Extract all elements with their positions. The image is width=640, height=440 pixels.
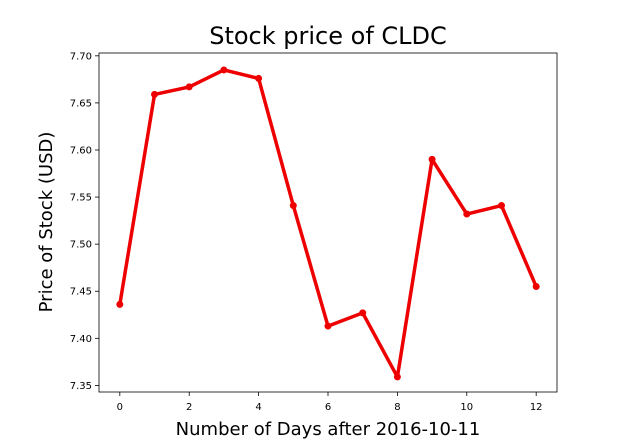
x-tick-label: 4 bbox=[255, 402, 261, 413]
data-point bbox=[289, 202, 297, 210]
x-tick-label: 8 bbox=[394, 402, 400, 413]
axes-frame bbox=[98, 52, 558, 393]
x-tick-label: 2 bbox=[186, 402, 192, 413]
y-tick-label: 7.40 bbox=[70, 334, 92, 345]
data-point bbox=[532, 283, 540, 291]
series-layer bbox=[116, 66, 540, 381]
plot-area bbox=[98, 52, 558, 393]
data-point bbox=[220, 66, 228, 74]
y-tick-label: 7.60 bbox=[70, 145, 92, 156]
data-point bbox=[497, 202, 505, 210]
y-tick-label: 7.65 bbox=[70, 98, 92, 109]
x-tick-label: 10 bbox=[460, 402, 473, 413]
y-axis-label: Price of Stock (USD) bbox=[36, 132, 57, 313]
x-tick-label: 0 bbox=[117, 402, 123, 413]
y-tick-label: 7.35 bbox=[70, 381, 92, 392]
x-tick-label: 12 bbox=[530, 402, 543, 413]
data-point bbox=[255, 74, 263, 82]
chart-title: Stock price of CLDC bbox=[209, 22, 447, 50]
y-tick-label: 7.50 bbox=[70, 240, 92, 251]
y-tick-label: 7.55 bbox=[70, 193, 92, 204]
y-tick-label: 7.70 bbox=[70, 51, 92, 62]
data-point bbox=[324, 322, 332, 330]
data-point bbox=[151, 90, 159, 98]
y-axis-ticks: 7.35 7.40 7.45 7.50 7.55 7.60 7.65 7.70 bbox=[70, 51, 99, 392]
data-point bbox=[463, 210, 471, 218]
data-point bbox=[116, 300, 124, 308]
x-tick-label: 6 bbox=[325, 402, 331, 413]
x-axis-ticks: 0 2 4 6 8 10 12 bbox=[117, 392, 543, 413]
data-point bbox=[428, 155, 436, 163]
data-point bbox=[359, 309, 367, 317]
y-tick-label: 7.45 bbox=[70, 287, 92, 298]
x-axis-label: Number of Days after 2016-10-11 bbox=[176, 419, 481, 440]
data-point bbox=[393, 373, 401, 381]
data-point bbox=[185, 83, 193, 91]
series-line bbox=[118, 68, 538, 379]
